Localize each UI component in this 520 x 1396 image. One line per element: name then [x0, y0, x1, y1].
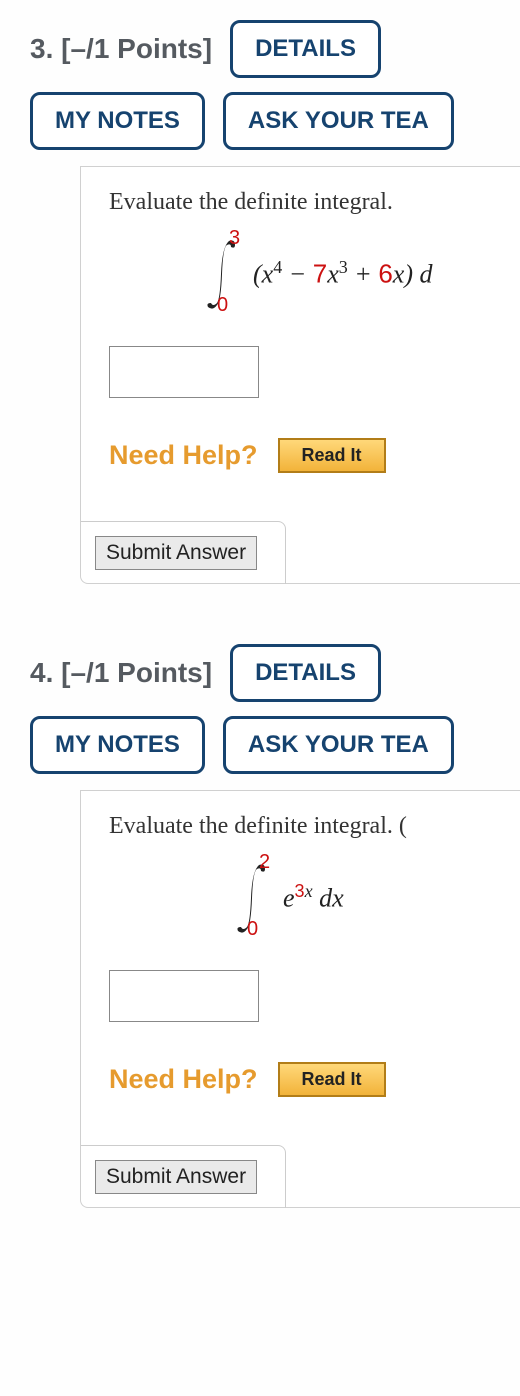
lower-limit: 0 [247, 918, 258, 941]
prompt-text: Evaluate the definite integral. ( [109, 813, 520, 840]
ask-teacher-button[interactable]: ASK YOUR TEA [223, 92, 454, 150]
integrand: (x4 − 7x3 + 6x) d [253, 257, 432, 290]
question-header: 4. [–/1 Points] DETAILS [0, 644, 520, 716]
details-button[interactable]: DETAILS [230, 644, 381, 702]
submit-answer-button[interactable]: Submit Answer [95, 536, 257, 570]
question-number: 4. [–/1 Points] [30, 657, 212, 689]
question-actions: MY NOTES ASK YOUR TEA [0, 92, 520, 166]
question-content: Evaluate the definite integral. ( 2 0 e3… [80, 790, 520, 1208]
question-number: 3. [–/1 Points] [30, 33, 212, 65]
upper-limit: 3 [229, 227, 240, 250]
lower-limit: 0 [217, 294, 228, 317]
integral-symbol: 2 0 [229, 857, 279, 937]
integral-symbol: 3 0 [199, 233, 249, 313]
read-it-button[interactable]: Read It [278, 438, 386, 473]
prompt-text: Evaluate the definite integral. [109, 189, 520, 216]
question-header: 3. [–/1 Points] DETAILS [0, 20, 520, 92]
my-notes-button[interactable]: MY NOTES [30, 716, 205, 774]
ask-teacher-button[interactable]: ASK YOUR TEA [223, 716, 454, 774]
details-button[interactable]: DETAILS [230, 20, 381, 78]
integral-expression: 3 0 (x4 − 7x3 + 6x) d [199, 228, 520, 318]
help-row: Need Help? Read It [109, 1062, 520, 1097]
submit-region: Submit Answer [81, 1145, 286, 1208]
answer-input[interactable] [109, 346, 259, 398]
question-actions: MY NOTES ASK YOUR TEA [0, 716, 520, 790]
integral-expression: 2 0 e3x dx [229, 852, 520, 942]
submit-answer-button[interactable]: Submit Answer [95, 1160, 257, 1194]
integrand: e3x dx [283, 881, 344, 914]
submit-region: Submit Answer [81, 521, 286, 584]
read-it-button[interactable]: Read It [278, 1062, 386, 1097]
need-help-label: Need Help? [109, 440, 258, 471]
answer-input[interactable] [109, 970, 259, 1022]
help-row: Need Help? Read It [109, 438, 520, 473]
question-3: 3. [–/1 Points] DETAILS MY NOTES ASK YOU… [0, 0, 520, 584]
need-help-label: Need Help? [109, 1064, 258, 1095]
question-content: Evaluate the definite integral. 3 0 (x4 … [80, 166, 520, 584]
question-4: 4. [–/1 Points] DETAILS MY NOTES ASK YOU… [0, 624, 520, 1208]
upper-limit: 2 [259, 851, 270, 874]
my-notes-button[interactable]: MY NOTES [30, 92, 205, 150]
